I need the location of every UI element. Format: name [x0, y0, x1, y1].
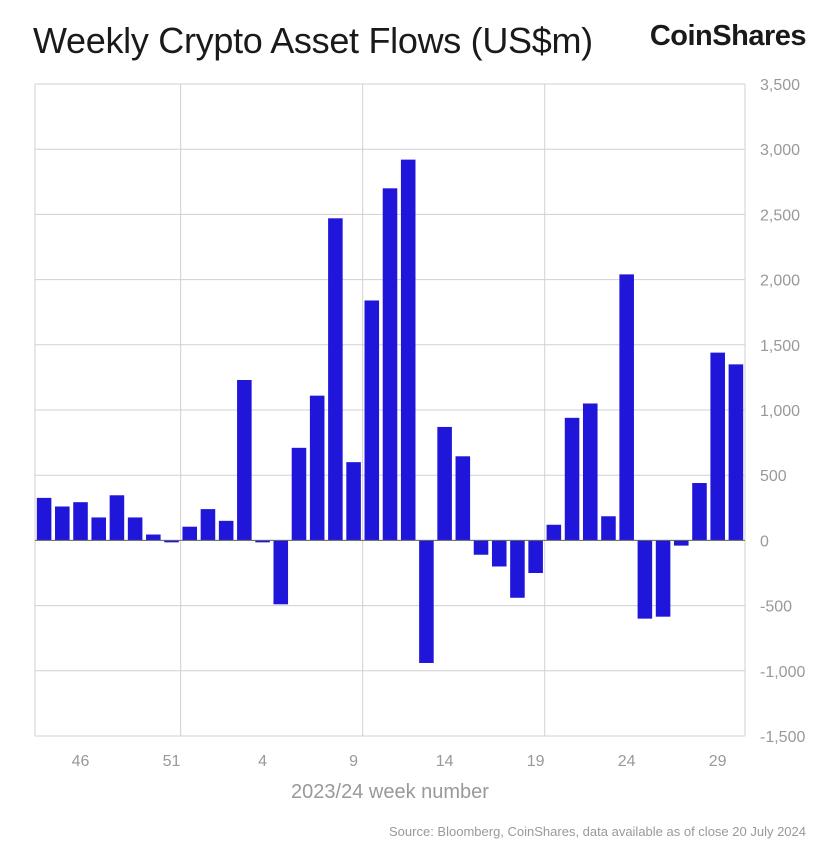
- bar-series: [36, 159, 744, 663]
- bar: [564, 417, 580, 541]
- bar: [237, 380, 252, 541]
- bar: [692, 483, 707, 541]
- brand-logo: CoinShares: [649, 20, 807, 52]
- bar: [437, 426, 452, 541]
- bar: [473, 540, 489, 555]
- bar: [400, 159, 416, 541]
- bar: [546, 524, 562, 541]
- bar: [601, 516, 616, 541]
- x-tick-label: 14: [436, 753, 454, 770]
- bar: [73, 502, 88, 541]
- y-axis-ticks: 3,500 3,000 2,500 2,000 1,500 1,000 500 0 -500 -1…: [760, 77, 805, 746]
- y-tick-label: -500: [760, 599, 792, 616]
- y-tick-label: 3,000: [760, 142, 800, 159]
- bar: [346, 462, 361, 541]
- bar: [582, 403, 598, 541]
- x-axis-label: 2023/24 week number: [291, 781, 489, 803]
- bar: [273, 540, 289, 605]
- x-tick-label: 4: [258, 753, 267, 770]
- bar: [255, 540, 270, 543]
- bar: [146, 534, 161, 541]
- bar: [364, 300, 380, 541]
- bar: [200, 509, 216, 541]
- y-tick-label: 2,000: [760, 273, 800, 290]
- bar: [728, 364, 744, 541]
- x-tick-label: 51: [163, 753, 181, 770]
- chart-title: Weekly Crypto Asset Flows (US$m): [33, 20, 593, 61]
- bar: [127, 517, 143, 541]
- bar: [674, 540, 689, 546]
- bar: [510, 540, 525, 598]
- x-tick-label: 19: [527, 753, 545, 770]
- bar: [655, 540, 671, 617]
- bar: [528, 540, 543, 573]
- bar: [109, 495, 125, 541]
- bar: [182, 526, 198, 541]
- bar: [491, 540, 507, 567]
- y-tick-label: 0: [760, 533, 769, 550]
- bar: [291, 447, 307, 541]
- bar: [710, 352, 725, 541]
- x-tick-label: 9: [349, 753, 358, 770]
- bar: [328, 218, 343, 541]
- y-tick-label: -1,500: [760, 729, 805, 746]
- y-tick-label: 1,000: [760, 403, 800, 420]
- y-tick-label: 1,500: [760, 338, 800, 355]
- x-tick-label: 29: [709, 753, 727, 770]
- x-tick-label: 24: [618, 753, 636, 770]
- y-tick-label: 2,500: [760, 207, 800, 224]
- y-tick-label: 500: [760, 468, 787, 485]
- bar: [419, 540, 434, 663]
- source-note: Source: Bloomberg, CoinShares, data avai…: [389, 824, 806, 839]
- x-axis-ticks: 46 51 4 9 14 19 24 29: [72, 753, 727, 770]
- x-tick-label: 46: [72, 753, 90, 770]
- bar: [164, 540, 179, 543]
- bar: [637, 540, 653, 619]
- bar: [91, 517, 106, 541]
- y-tick-label: 3,500: [760, 77, 800, 94]
- bar: [455, 456, 471, 541]
- y-tick-label: -1,000: [760, 664, 805, 681]
- bar: [218, 520, 234, 541]
- bar: [382, 188, 398, 541]
- bar: [55, 506, 70, 541]
- bar: [36, 497, 52, 541]
- bar: [309, 395, 325, 541]
- bar: [619, 274, 634, 541]
